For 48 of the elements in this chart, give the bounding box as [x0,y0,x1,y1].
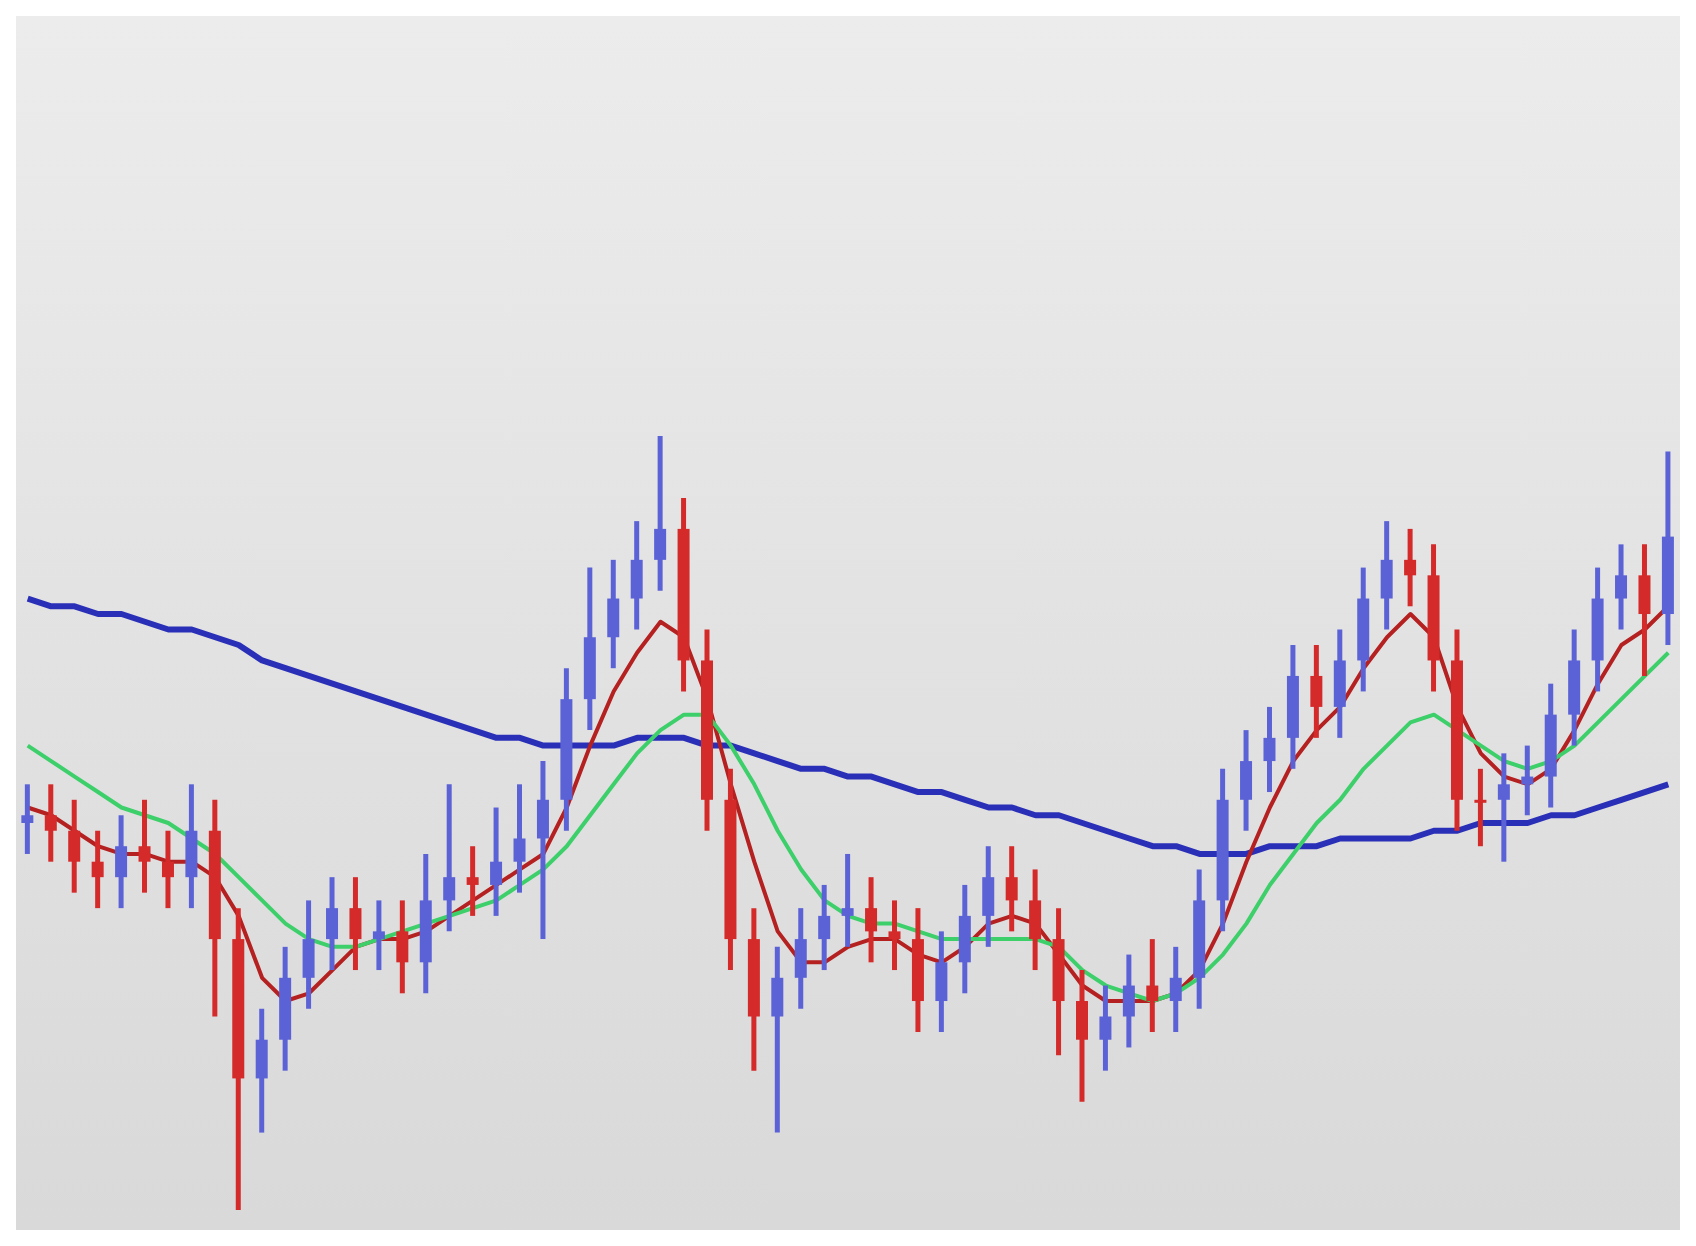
candlestick [513,781,526,896]
candlestick [1497,750,1510,865]
candlestick [466,843,479,919]
candlestick [771,944,784,1136]
candlestick [982,843,995,950]
candlestick [536,758,549,942]
candlestick [396,897,409,996]
candlestick [1615,541,1628,632]
candlestick [1263,704,1276,795]
candlestick [794,905,807,1012]
candlestick [1169,944,1182,1035]
candlestick [1122,952,1135,1050]
candlestick [1638,541,1651,679]
candlestick [326,874,339,973]
candlestick [1380,518,1393,632]
candlestick [1240,727,1253,834]
candlestick [818,882,831,973]
candlestick [1333,627,1346,741]
candlestick [865,874,878,965]
candlestick [607,557,620,671]
candlestick [68,797,81,896]
candlestick [161,828,174,911]
candlestick [888,897,901,973]
candlestick [185,781,198,911]
candlestick [44,781,57,865]
candlestick [1310,642,1323,741]
candlestick [1521,743,1534,818]
candlestick [1404,526,1417,609]
candlestick [1005,843,1018,934]
candlestick [302,897,315,1012]
candlestick [958,882,971,996]
candlestick [349,874,362,973]
candlestick [138,797,151,896]
candlestick [443,781,456,934]
candlestick [372,897,385,973]
candlestick [1474,766,1487,849]
candlestick [21,781,34,857]
candlestick [841,851,854,950]
candlestick [490,805,503,919]
candlestick [1099,983,1112,1074]
candlestick [91,828,104,911]
candlestick [630,518,643,632]
candlestick [935,928,948,1035]
candlestick [1029,866,1042,973]
candlestick [115,812,128,911]
candlestick [1146,936,1159,1035]
candlestick [255,1006,268,1136]
candlestick [1075,967,1088,1105]
